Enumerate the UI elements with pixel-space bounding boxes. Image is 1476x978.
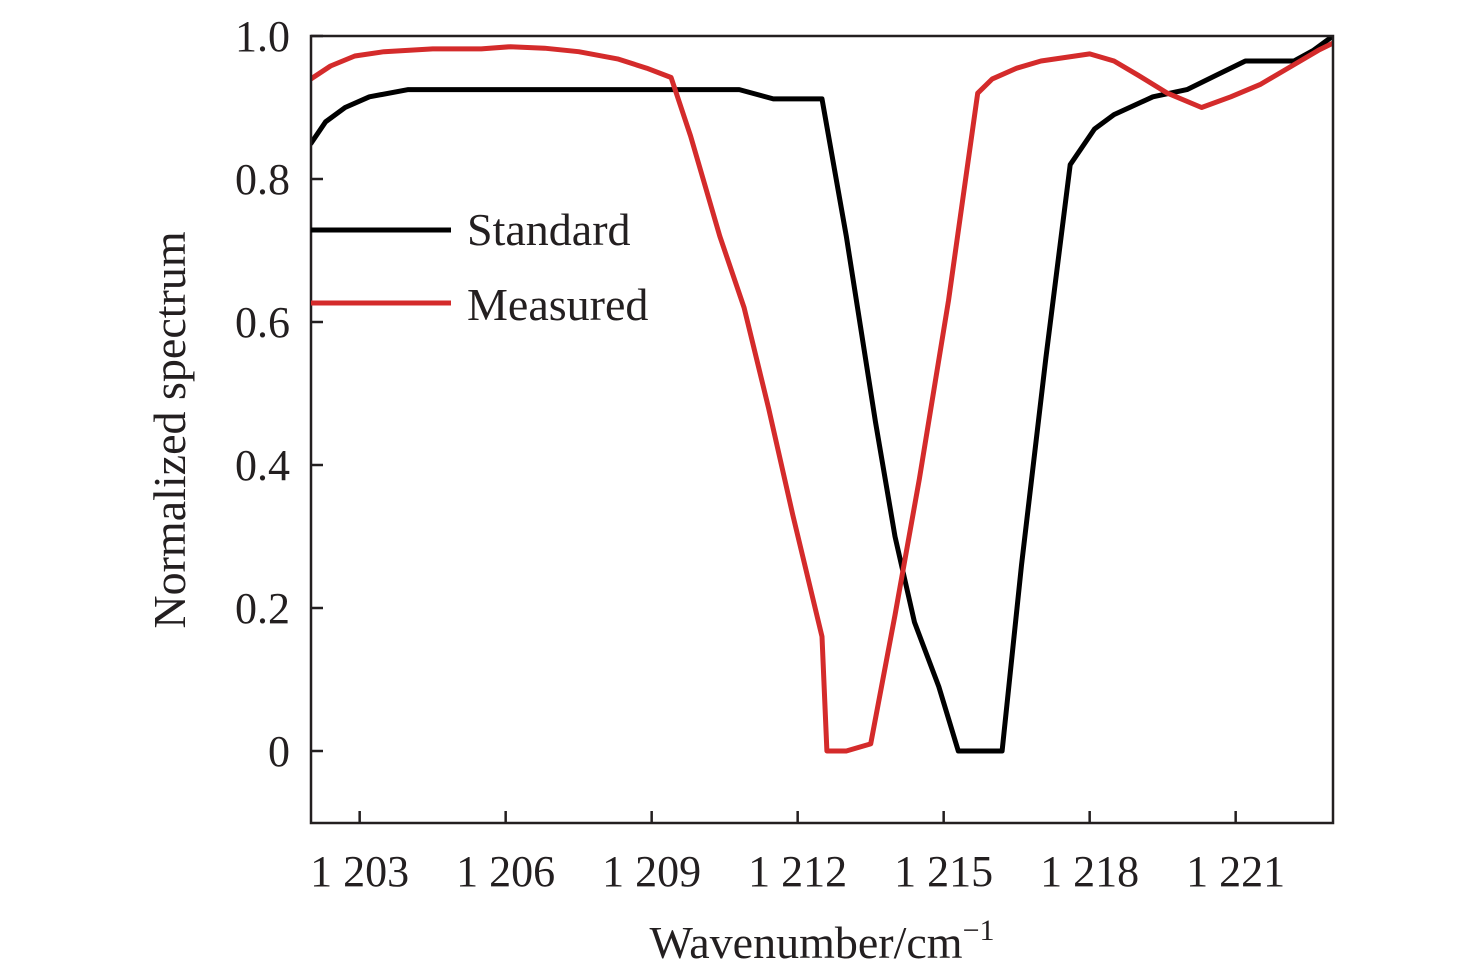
ticks-layer: 1 203 1 206 1 209 1 212 1 215 1 218 1 221 0 0.2 0… (235, 12, 1285, 896)
x-tick-label: 1 203 (310, 847, 409, 896)
series-line-measured (311, 40, 1333, 754)
legend: Standard Measured (311, 204, 648, 330)
y-tick-label: 0.6 (235, 298, 290, 347)
x-tick-label: 1 221 (1186, 847, 1285, 896)
y-tick-label: 0.4 (235, 441, 290, 490)
series-layer (311, 36, 1333, 754)
legend-label-standard: Standard (467, 204, 631, 255)
x-tick-label: 1 212 (748, 847, 847, 896)
x-axis-label-superscript: −1 (963, 914, 995, 947)
x-tick-label: 1 218 (1040, 847, 1139, 896)
x-tick-label: 1 215 (894, 847, 993, 896)
x-tick-label: 1 209 (602, 847, 701, 896)
x-axis-label-text: Wavenumber/cm (650, 917, 963, 968)
series-line-standard (311, 36, 1333, 754)
plot-frame (309, 34, 1335, 825)
legend-label-measured: Measured (467, 279, 648, 330)
y-tick-label: 0 (268, 727, 290, 776)
y-tick-label: 0.8 (235, 155, 290, 204)
x-axis-label: Wavenumber/cm−1 (650, 914, 995, 968)
y-axis-label: Normalized spectrum (144, 231, 195, 628)
y-tick-label: 1.0 (235, 12, 290, 61)
y-tick-label: 0.2 (235, 584, 290, 633)
x-tick-label: 1 206 (456, 847, 555, 896)
